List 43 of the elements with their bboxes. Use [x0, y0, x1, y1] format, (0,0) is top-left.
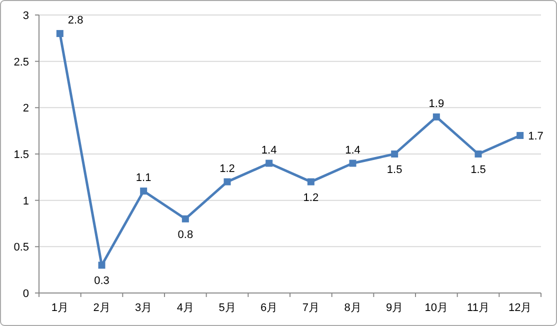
- x-tick-label: 1月: [51, 302, 68, 314]
- x-tick-label: 8月: [344, 302, 362, 314]
- point: [307, 178, 314, 186]
- data-label: 1.5: [470, 164, 486, 176]
- point: [391, 150, 398, 158]
- data-label: 1.9: [428, 98, 444, 110]
- point: [266, 160, 273, 167]
- data-label: 1.7: [528, 130, 544, 142]
- point: [349, 160, 356, 167]
- x-tick-label: 2月: [93, 302, 110, 314]
- y-tick-label: 0.5: [14, 242, 29, 254]
- x-tick-label: 11月: [467, 302, 490, 314]
- point: [140, 188, 148, 195]
- y-tick-label: 2.5: [14, 56, 29, 68]
- y-tick-label: 3: [22, 10, 29, 22]
- point: [182, 215, 189, 222]
- y-tick-label: 1: [22, 195, 29, 208]
- x-tick-label: 6月: [260, 302, 278, 314]
- x-tick-label: 3月: [135, 302, 152, 314]
- data-label: 1.2: [303, 192, 319, 204]
- x-tick-label: 4月: [176, 302, 194, 314]
- point: [516, 132, 524, 139]
- point: [224, 178, 231, 186]
- x-tick-label: 12月: [508, 302, 532, 314]
- point: [432, 113, 440, 120]
- x-tick-label: 9月: [386, 302, 404, 314]
- data-label: 1.4: [345, 144, 360, 156]
- data-label: 0.3: [94, 275, 110, 288]
- data-label: 1.4: [261, 144, 277, 156]
- point: [98, 262, 106, 269]
- point: [474, 150, 482, 158]
- data-label: 1.1: [136, 172, 152, 184]
- x-tick-label: 5月: [218, 302, 236, 314]
- x-tick-label: 7月: [302, 302, 320, 314]
- y-tick-label: 0: [22, 288, 29, 300]
- data-label: 1.5: [386, 164, 402, 176]
- data-label: 2.8: [68, 14, 84, 27]
- data-label: 1.2: [220, 162, 235, 175]
- y-tick-label: 2: [22, 102, 29, 115]
- data-label: 0.8: [178, 228, 194, 241]
- y-tick-label: 1.5: [14, 149, 29, 161]
- point: [56, 30, 64, 38]
- x-tick-label: 10月: [424, 302, 448, 314]
